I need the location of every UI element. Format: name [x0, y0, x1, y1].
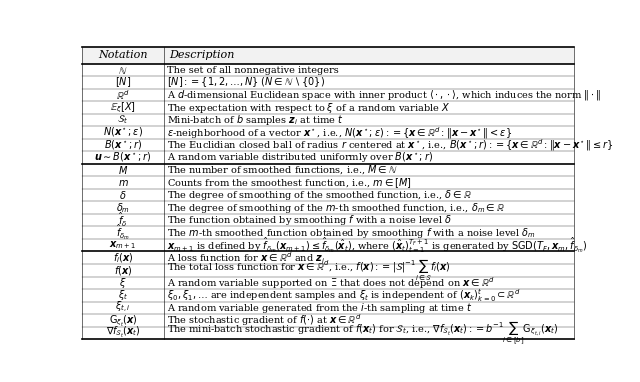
Text: A random variable generated from the $i$-th sampling at time $t$: A random variable generated from the $i$…: [168, 301, 473, 315]
Text: $f(\boldsymbol{x})$: $f(\boldsymbol{x})$: [114, 264, 132, 277]
Text: $\delta_m$: $\delta_m$: [116, 201, 130, 215]
Text: $\hat{f}_\delta$: $\hat{f}_\delta$: [118, 211, 127, 229]
Text: The degree of smoothing of the $m$-th smoothed function, i.e., $\delta_m\in\math: The degree of smoothing of the $m$-th sm…: [168, 201, 506, 215]
Text: $\mathbb{R}^d$: $\mathbb{R}^d$: [116, 88, 130, 102]
Text: $[N]$: $[N]$: [115, 76, 131, 89]
Text: A $d$-dimensional Euclidean space with inner product $\langle\cdot,\cdot\rangle$: A $d$-dimensional Euclidean space with i…: [168, 88, 602, 102]
Text: The function obtained by smoothing $f$ with a noise level $\delta$: The function obtained by smoothing $f$ w…: [168, 213, 452, 227]
Text: $\mathrm{G}_{\xi_t}(\boldsymbol{x})$: $\mathrm{G}_{\xi_t}(\boldsymbol{x})$: [109, 313, 138, 328]
Text: $\boldsymbol{u}\sim B(\boldsymbol{x}^\star;r)$: $\boldsymbol{u}\sim B(\boldsymbol{x}^\st…: [95, 151, 152, 164]
Text: The number of smoothed functions, i.e., $M\in\mathbb{N}$: The number of smoothed functions, i.e., …: [168, 164, 398, 176]
Text: The $m$-th smoothed function obtained by smoothing $f$ with a noise level $\delt: The $m$-th smoothed function obtained by…: [168, 226, 536, 240]
Text: $\delta$: $\delta$: [119, 189, 127, 201]
Text: The mini-batch stochastic gradient of $f(\boldsymbol{x}_t)$ for $\mathcal{S}_t$,: The mini-batch stochastic gradient of $f…: [168, 319, 559, 346]
Text: A random variable supported on $\Xi$ that does not depend on $\boldsymbol{x}\in\: A random variable supported on $\Xi$ tha…: [168, 275, 495, 291]
Text: $\xi$: $\xi$: [119, 276, 127, 290]
Text: Notation: Notation: [99, 50, 148, 60]
Text: $\mathcal{S}_t$: $\mathcal{S}_t$: [117, 114, 129, 126]
Text: $N(\boldsymbol{x}^\star;\epsilon)$: $N(\boldsymbol{x}^\star;\epsilon)$: [103, 126, 143, 139]
Text: $m$: $m$: [118, 178, 129, 188]
Text: $\hat{f}_{\delta_m}$: $\hat{f}_{\delta_m}$: [116, 223, 130, 242]
Text: $\xi_{t,i}$: $\xi_{t,i}$: [115, 300, 131, 316]
Text: $\xi_t$: $\xi_t$: [118, 288, 128, 302]
Text: $\mathbb{E}_\xi[X]$: $\mathbb{E}_\xi[X]$: [110, 100, 136, 115]
Text: The total loss function for $\boldsymbol{x}\in\mathbb{R}^d$, i.e., $f(\boldsymbo: The total loss function for $\boldsymbol…: [168, 257, 451, 283]
Text: $M$: $M$: [118, 164, 128, 176]
Text: The expectation with respect to $\xi$ of a random variable $X$: The expectation with respect to $\xi$ of…: [168, 100, 451, 115]
Text: $f_i(\boldsymbol{x})$: $f_i(\boldsymbol{x})$: [113, 251, 133, 265]
Text: A random variable distributed uniformly over $B(\boldsymbol{x}^\star;r)$: A random variable distributed uniformly …: [168, 151, 433, 165]
Text: The Euclidian closed ball of radius $r$ centered at $\boldsymbol{x}^\star$, i.e.: The Euclidian closed ball of radius $r$ …: [168, 137, 614, 153]
Text: A loss function for $\boldsymbol{x}\in\mathbb{R}^d$ and $\boldsymbol{z}_i$: A loss function for $\boldsymbol{x}\in\m…: [168, 250, 326, 265]
Text: $B(\boldsymbol{x}^\star;r)$: $B(\boldsymbol{x}^\star;r)$: [104, 138, 142, 152]
Text: The degree of smoothing of the smoothed function, i.e., $\delta\in\mathbb{R}$: The degree of smoothing of the smoothed …: [168, 188, 472, 202]
Text: The set of all nonnegative integers: The set of all nonnegative integers: [168, 66, 339, 74]
Text: Counts from the smoothest function, i.e., $m\in[M]$: Counts from the smoothest function, i.e.…: [168, 176, 412, 189]
Text: Description: Description: [170, 50, 235, 60]
Text: $\xi_0,\xi_1,\ldots$ are independent samples and $\xi_t$ is independent of $(\bo: $\xi_0,\xi_1,\ldots$ are independent sam…: [168, 287, 521, 304]
Text: $[N]:=\{1,2,\ldots,N\}\ (N\in\mathbb{N}\setminus\{0\})$: $[N]:=\{1,2,\ldots,N\}\ (N\in\mathbb{N}\…: [168, 76, 326, 89]
Text: $\epsilon$-neighborhood of a vector $\boldsymbol{x}^\star$, i.e., $N(\boldsymbol: $\epsilon$-neighborhood of a vector $\bo…: [168, 125, 513, 141]
Text: $\boldsymbol{x}_{m+1}$: $\boldsymbol{x}_{m+1}$: [109, 240, 137, 251]
Text: $\mathbb{N}$: $\mathbb{N}$: [118, 65, 127, 76]
Text: $\boldsymbol{x}_{m+1}$ is defined by $\hat{f}_{\delta_m}(\boldsymbol{x}_{m+1})\l: $\boldsymbol{x}_{m+1}$ is defined by $\h…: [168, 236, 588, 255]
Text: The stochastic gradient of $f(\cdot)$ at $\boldsymbol{x}\in\mathbb{R}^d$: The stochastic gradient of $f(\cdot)$ at…: [168, 312, 362, 328]
Text: Mini-batch of $b$ samples $\boldsymbol{z}_i$ at time $t$: Mini-batch of $b$ samples $\boldsymbol{z…: [168, 113, 344, 127]
Bar: [83, 47, 573, 64]
Text: $\nabla f_{\mathcal{S}_t}(\boldsymbol{x}_t)$: $\nabla f_{\mathcal{S}_t}(\boldsymbol{x}…: [106, 325, 140, 340]
